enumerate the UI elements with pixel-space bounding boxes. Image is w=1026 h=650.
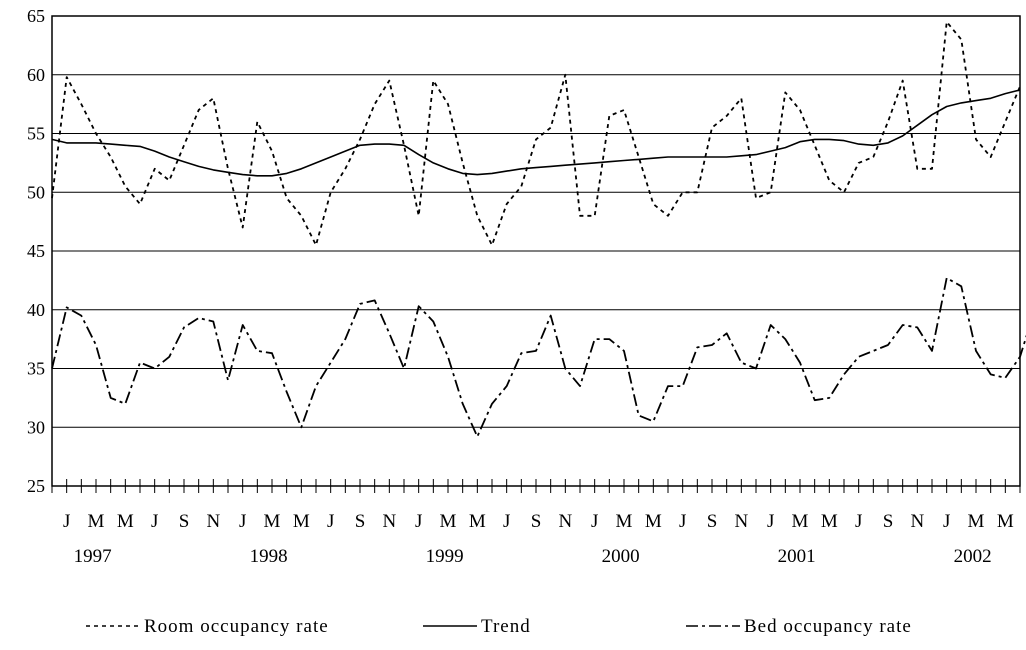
x-month-label: M (440, 511, 457, 532)
y-tick-label: 60 (27, 65, 45, 85)
x-year-labels: 1997 1998 1999 2000 2001 2002 (74, 546, 992, 567)
x-month-label: N (206, 511, 220, 532)
y-tick-label: 30 (27, 417, 45, 437)
x-month-labels: JMMJSNJMMJSNJMMJSNJMMJSNJMMJSNJMMJ (63, 511, 1014, 532)
x-month-label: S (883, 511, 894, 532)
plot-frame (51, 15, 1021, 487)
series-line-trend (51, 89, 1021, 177)
y-tick-label: 40 (27, 300, 45, 320)
x-month-label: N (382, 511, 396, 532)
x-year-label: 2002 (954, 546, 992, 567)
x-month-label: M (117, 511, 134, 532)
x-month-label: S (531, 511, 542, 532)
x-month-label: N (558, 511, 572, 532)
x-month-label: J (151, 511, 158, 532)
series-lines (51, 20, 1026, 438)
x-year-label: 2000 (602, 546, 640, 567)
x-month-label: J (767, 511, 774, 532)
x-year-label: 1999 (426, 546, 464, 567)
series-line-room-occupancy-rate (51, 20, 1021, 247)
x-year-label: 1998 (250, 546, 288, 567)
x-month-label: J (415, 511, 422, 532)
legend-label: Bed occupancy rate (744, 616, 912, 637)
x-month-label: J (591, 511, 598, 532)
x-month-label: S (707, 511, 718, 532)
y-tick-labels: 25 30 35 40 45 50 55 60 65 (27, 6, 45, 496)
legend-label: Room occupancy rate (144, 616, 329, 637)
legend-label: Trend (481, 616, 531, 637)
x-month-label: M (968, 511, 985, 532)
x-month-label: J (63, 511, 70, 532)
x-month-label: M (792, 511, 809, 532)
y-tick-label: 65 (27, 6, 45, 26)
legend: Room occupancy rate Trend Bed occupancy ra… (86, 616, 912, 637)
x-month-label: M (469, 511, 486, 532)
x-month-label: M (293, 511, 310, 532)
y-tick-label: 45 (27, 241, 45, 261)
x-month-label: M (645, 511, 662, 532)
x-month-label: M (88, 511, 105, 532)
x-month-label: M (264, 511, 281, 532)
x-month-label: M (997, 511, 1014, 532)
x-month-label: J (855, 511, 862, 532)
x-month-label: S (179, 511, 190, 532)
series-line-bed-occupancy-rate (51, 277, 1026, 438)
y-tick-label: 35 (27, 359, 45, 379)
x-month-label: N (734, 511, 748, 532)
y-tick-label: 25 (27, 476, 45, 496)
x-year-label: 1997 (74, 546, 112, 567)
x-month-label: J (943, 511, 950, 532)
x-year-label: 2001 (778, 546, 816, 567)
x-month-label: M (616, 511, 633, 532)
x-month-label: J (679, 511, 686, 532)
y-tick-label: 50 (27, 182, 45, 202)
gridlines (52, 74, 1020, 428)
x-month-label: S (355, 511, 366, 532)
x-month-label: J (327, 511, 334, 532)
x-month-label: N (910, 511, 924, 532)
x-month-label: J (239, 511, 246, 532)
y-tick-label: 55 (27, 124, 45, 144)
x-month-label: M (821, 511, 838, 532)
x-month-label: J (503, 511, 510, 532)
